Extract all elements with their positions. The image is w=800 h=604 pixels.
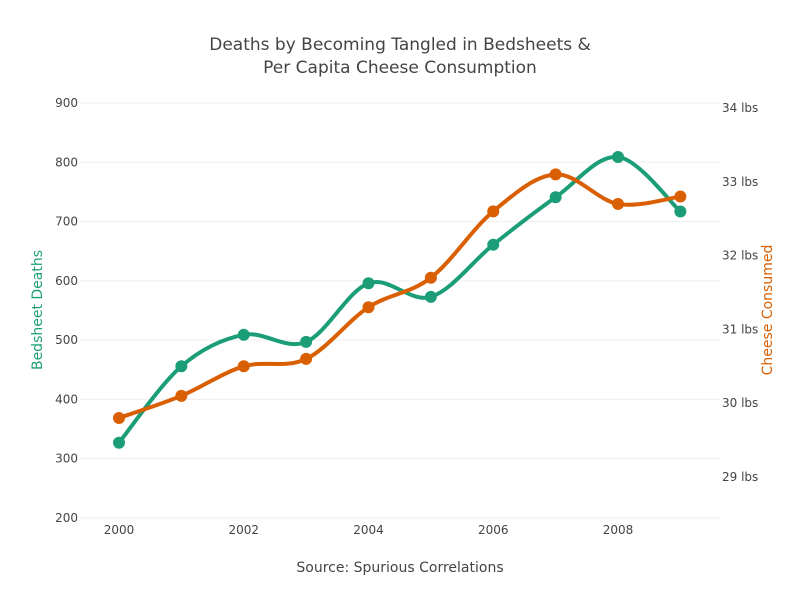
data-point-bedsheet xyxy=(300,335,313,348)
y-axis-label: Bedsheet Deaths xyxy=(30,250,46,370)
data-point-cheese xyxy=(487,205,500,218)
y-tick-label: 700 xyxy=(55,215,78,229)
data-point-cheese xyxy=(175,389,188,402)
series-layer xyxy=(113,150,687,449)
y-tick-label: 600 xyxy=(55,274,78,288)
y2-tick-label: 32 lbs xyxy=(722,249,758,263)
x-axis-ticks: 2000 2002 2004 2006 2008 xyxy=(104,523,634,537)
data-point-cheese xyxy=(237,360,250,373)
series-line-cheese xyxy=(118,172,681,420)
data-point-cheese xyxy=(612,197,624,210)
x-tick-label: 2002 xyxy=(228,523,259,537)
y-tick-label: 800 xyxy=(55,155,78,169)
y2-tick-label: 33 lbs xyxy=(722,175,758,189)
data-point-bedsheet xyxy=(175,360,188,373)
y-axis-ticks: 200 300 400 500 600 700 800 900 xyxy=(55,96,78,525)
data-point-cheese xyxy=(362,301,375,314)
data-point-bedsheet xyxy=(612,150,624,163)
data-point-cheese xyxy=(674,190,687,203)
y2-tick-label: 31 lbs xyxy=(722,322,758,336)
data-point-cheese xyxy=(113,411,125,424)
x-tick-label: 2006 xyxy=(478,523,509,537)
y2-tick-label: 29 lbs xyxy=(722,470,758,484)
y2-tick-label: 34 lbs xyxy=(722,101,758,115)
chart-title-line-2: Per Capita Cheese Consumption xyxy=(263,58,537,78)
data-point-bedsheet xyxy=(362,277,375,290)
data-point-bedsheet xyxy=(674,205,687,218)
x-axis-label: Source: Spurious Correlations xyxy=(296,560,503,576)
y-tick-label: 200 xyxy=(55,511,78,525)
y2-axis-ticks: 29 lbs 30 lbs 31 lbs 32 lbs 33 lbs 34 lbs xyxy=(722,101,758,484)
data-point-cheese xyxy=(549,168,562,181)
data-point-bedsheet xyxy=(424,290,437,303)
data-point-bedsheet xyxy=(487,238,500,251)
x-tick-label: 2004 xyxy=(353,523,384,537)
y-tick-label: 900 xyxy=(55,96,78,110)
x-tick-label: 2000 xyxy=(104,523,135,537)
y2-axis-label: Cheese Consumed xyxy=(760,245,776,376)
x-tick-label: 2008 xyxy=(603,523,634,537)
data-point-cheese xyxy=(424,271,437,284)
y-tick-label: 400 xyxy=(55,392,78,406)
data-point-bedsheet xyxy=(237,328,250,341)
y-tick-label: 500 xyxy=(55,333,78,347)
y-tick-label: 300 xyxy=(55,452,78,466)
y2-tick-label: 30 lbs xyxy=(722,396,758,410)
data-point-bedsheet xyxy=(113,436,125,449)
data-point-bedsheet xyxy=(549,191,562,204)
chart-title-line-1: Deaths by Becoming Tangled in Bedsheets … xyxy=(209,35,591,55)
gridlines xyxy=(80,102,720,519)
data-point-cheese xyxy=(300,352,313,365)
